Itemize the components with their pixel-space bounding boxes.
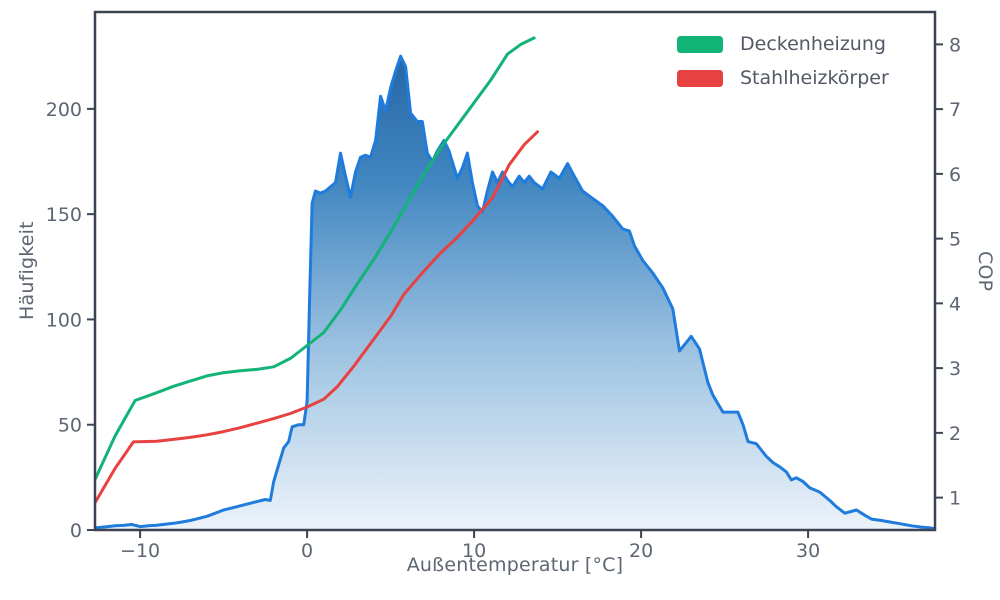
y-left-tick-label: 0 bbox=[70, 520, 82, 542]
legend-label-deckenheizung: Deckenheizung bbox=[740, 33, 886, 55]
x-tick-label: 10 bbox=[462, 540, 486, 562]
y-right-tick-label: 1 bbox=[949, 488, 961, 510]
y-right-tick-label: 2 bbox=[949, 423, 961, 445]
plot-spines bbox=[93, 10, 937, 532]
y-right-tick-label: 6 bbox=[949, 164, 961, 186]
y-right-tick-label: 3 bbox=[949, 358, 961, 380]
cop-line-stahlheizkoerper bbox=[94, 130, 539, 505]
legend: Deckenheizung Stahlheizkörper bbox=[677, 33, 889, 101]
x-tick-label: 30 bbox=[796, 540, 820, 562]
legend-swatch-stahlheizkoerper bbox=[677, 69, 723, 87]
y-axis-label-left: Häufigkeit bbox=[16, 221, 38, 321]
y-axis-label-right: COP bbox=[974, 250, 996, 292]
y-right-tick-label: 5 bbox=[949, 229, 961, 251]
temperature-histogram-area bbox=[95, 56, 935, 530]
y-right-tick-label: 8 bbox=[949, 34, 961, 56]
x-tick-label: 0 bbox=[301, 540, 313, 562]
legend-swatch-deckenheizung bbox=[677, 35, 723, 53]
y-left-tick-label: 50 bbox=[58, 415, 82, 437]
legend-item-deckenheizung: Deckenheizung bbox=[677, 33, 889, 55]
y-left-tick-label: 100 bbox=[46, 309, 82, 331]
x-tick-label: 20 bbox=[629, 540, 653, 562]
y-right-tick-label: 7 bbox=[949, 99, 961, 121]
x-axis-label: Außentemperatur [°C] bbox=[406, 554, 624, 576]
y-right-tick-label: 4 bbox=[949, 293, 961, 315]
plot-area bbox=[94, 36, 936, 531]
temperature-histogram-line bbox=[94, 54, 936, 531]
y-left-tick-label: 150 bbox=[46, 204, 82, 226]
legend-item-stahlheizkoerper: Stahlheizkörper bbox=[677, 67, 889, 89]
x-tick-label: −10 bbox=[120, 540, 160, 562]
cop-line-deckenheizung bbox=[94, 36, 536, 481]
y-left-tick-label: 200 bbox=[46, 99, 82, 121]
legend-label-stahlheizkoerper: Stahlheizkörper bbox=[740, 67, 889, 89]
